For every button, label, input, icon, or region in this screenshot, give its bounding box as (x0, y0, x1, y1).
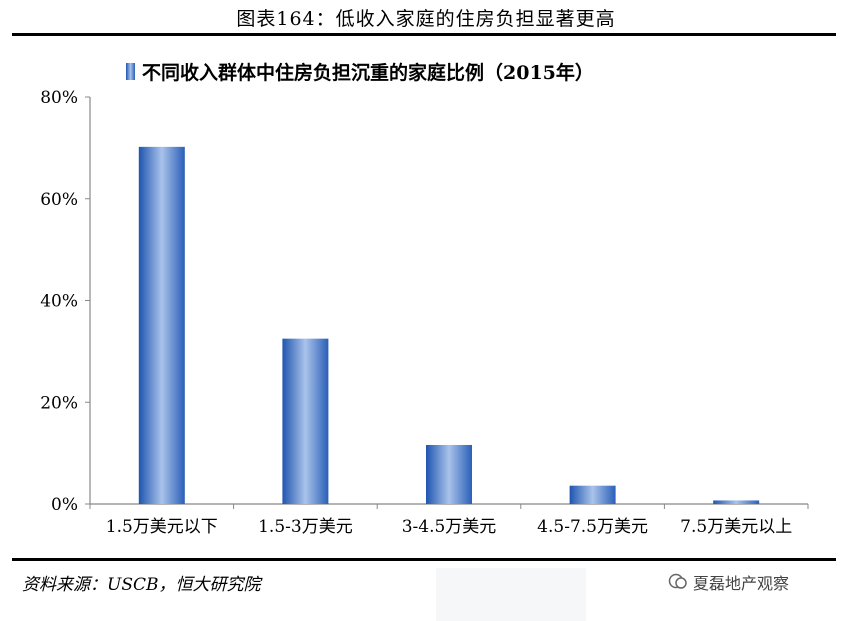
wechat-icon (668, 573, 687, 589)
x-tick-label: 3-4.5万美元 (402, 517, 497, 537)
bar-chart: 不同收入群体中住房负担沉重的家庭比例（2015年） 0% 20% 40% 60% 80%… (40, 61, 809, 537)
y-tick-label: 40% (40, 292, 78, 312)
bar (138, 146, 185, 505)
y-tick-label: 0% (51, 495, 78, 515)
brand-name: 夏磊地产观察 (693, 574, 790, 593)
x-tick-label: 1.5万美元以下 (106, 517, 218, 537)
bar (569, 485, 616, 504)
legend-swatch (126, 63, 135, 80)
brand-watermark: 夏磊地产观察 (668, 570, 789, 594)
y-tick-label: 20% (40, 393, 78, 413)
source-note: 资料来源：USCB，恒大研究院 (22, 575, 261, 595)
x-tick-label: 1.5-3万美元 (258, 517, 353, 537)
y-tick-label: 60% (40, 190, 78, 210)
bottom-rule (12, 558, 836, 561)
bar (426, 444, 472, 504)
x-tick-label: 7.5万美元以上 (680, 517, 792, 537)
top-rule (12, 33, 836, 36)
legend-label: 不同收入群体中住房负担沉重的家庭比例（2015年） (142, 61, 594, 84)
bar (713, 500, 760, 504)
figure-title: 图表164：低收入家庭的住房负担显著更高 (236, 8, 616, 30)
bar (282, 338, 329, 504)
watermark-background (436, 568, 586, 621)
x-tick-label: 4.5-7.5万美元 (537, 517, 648, 537)
y-tick-label: 80% (40, 88, 78, 108)
